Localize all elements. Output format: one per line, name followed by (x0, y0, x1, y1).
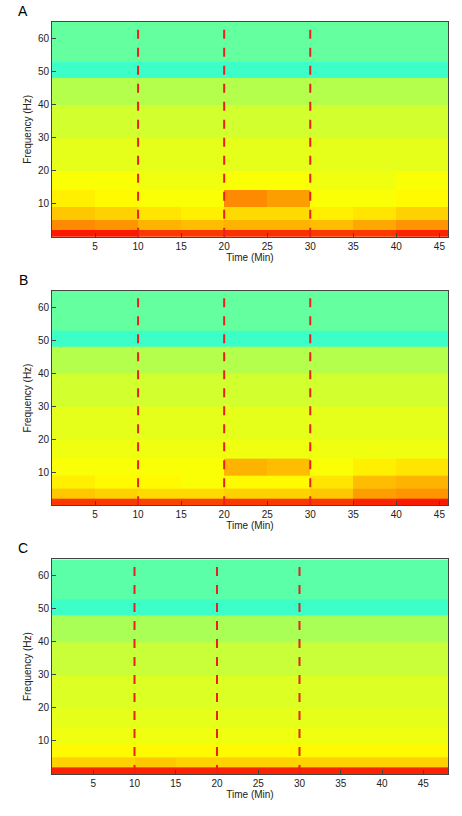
svg-text:20: 20 (219, 241, 231, 252)
svg-text:10: 10 (38, 198, 50, 209)
svg-text:15: 15 (176, 241, 188, 252)
svg-text:40: 40 (38, 368, 50, 379)
svg-text:40: 40 (38, 99, 50, 110)
svg-text:60: 60 (38, 33, 50, 44)
svg-text:10: 10 (129, 778, 141, 789)
svg-text:45: 45 (418, 778, 430, 789)
svg-text:30: 30 (305, 509, 317, 520)
svg-text:5: 5 (92, 509, 98, 520)
svg-text:40: 40 (391, 241, 403, 252)
svg-text:15: 15 (170, 778, 182, 789)
svg-text:50: 50 (38, 66, 50, 77)
svg-text:60: 60 (38, 302, 50, 313)
svg-text:20: 20 (38, 702, 50, 713)
svg-text:35: 35 (335, 778, 347, 789)
svg-text:Frequency (Hz): Frequency (Hz) (22, 95, 33, 164)
svg-text:25: 25 (262, 241, 274, 252)
svg-text:25: 25 (253, 778, 265, 789)
svg-text:B: B (19, 272, 28, 288)
svg-text:Frequency (Hz): Frequency (Hz) (22, 632, 33, 701)
svg-text:30: 30 (294, 778, 306, 789)
svg-text:A: A (18, 3, 28, 19)
svg-text:10: 10 (38, 735, 50, 746)
svg-text:20: 20 (211, 778, 223, 789)
svg-text:40: 40 (391, 509, 403, 520)
svg-text:Time (Min): Time (Min) (226, 789, 273, 800)
svg-text:50: 50 (38, 335, 50, 346)
svg-text:40: 40 (376, 778, 388, 789)
svg-text:10: 10 (133, 509, 145, 520)
svg-text:C: C (18, 540, 28, 556)
svg-text:45: 45 (434, 509, 446, 520)
svg-text:40: 40 (38, 636, 50, 647)
svg-text:60: 60 (38, 570, 50, 581)
svg-text:10: 10 (38, 467, 50, 478)
svg-text:Frequency (Hz): Frequency (Hz) (22, 364, 33, 433)
svg-text:5: 5 (92, 241, 98, 252)
svg-text:45: 45 (434, 241, 446, 252)
svg-text:20: 20 (219, 509, 231, 520)
svg-text:35: 35 (348, 241, 360, 252)
svg-text:15: 15 (176, 509, 188, 520)
svg-text:30: 30 (38, 669, 50, 680)
svg-text:Time (Min): Time (Min) (226, 252, 273, 263)
svg-text:Time (Min): Time (Min) (226, 520, 273, 531)
svg-text:20: 20 (38, 434, 50, 445)
svg-text:5: 5 (90, 778, 96, 789)
svg-text:20: 20 (38, 165, 50, 176)
svg-text:50: 50 (38, 603, 50, 614)
svg-text:30: 30 (305, 241, 317, 252)
svg-text:25: 25 (262, 509, 274, 520)
svg-text:30: 30 (38, 132, 50, 143)
svg-text:30: 30 (38, 401, 50, 412)
svg-text:10: 10 (133, 241, 145, 252)
svg-text:35: 35 (348, 509, 360, 520)
